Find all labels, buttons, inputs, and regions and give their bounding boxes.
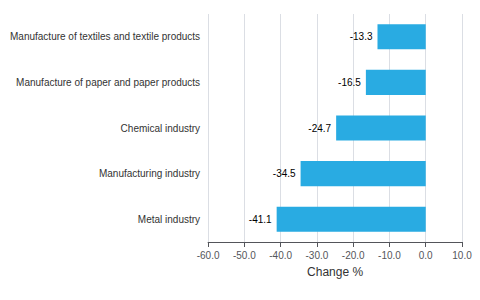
svg-text:Metal industry: Metal industry xyxy=(138,214,200,225)
svg-text:10.0: 10.0 xyxy=(452,250,472,261)
svg-text:Change %: Change % xyxy=(307,265,363,279)
svg-text:-30.0: -30.0 xyxy=(306,250,329,261)
svg-text:-16.5: -16.5 xyxy=(338,77,361,88)
svg-text:-60.0: -60.0 xyxy=(197,250,220,261)
svg-text:-10.0: -10.0 xyxy=(378,250,401,261)
svg-text:-41.1: -41.1 xyxy=(249,214,272,225)
svg-text:-50.0: -50.0 xyxy=(233,250,256,261)
svg-text:Manufacturing industry: Manufacturing industry xyxy=(99,168,200,179)
svg-text:0.0: 0.0 xyxy=(419,250,433,261)
svg-text:-24.7: -24.7 xyxy=(308,123,331,134)
svg-text:-34.5: -34.5 xyxy=(273,168,296,179)
svg-text:Chemical industry: Chemical industry xyxy=(121,123,200,134)
svg-text:-40.0: -40.0 xyxy=(269,250,292,261)
svg-text:-13.3: -13.3 xyxy=(350,31,373,42)
svg-text:Manufacture of paper and paper: Manufacture of paper and paper products xyxy=(16,77,200,88)
svg-text:Manufacture of textiles and te: Manufacture of textiles and textile prod… xyxy=(10,31,200,42)
svg-text:-20.0: -20.0 xyxy=(342,250,365,261)
